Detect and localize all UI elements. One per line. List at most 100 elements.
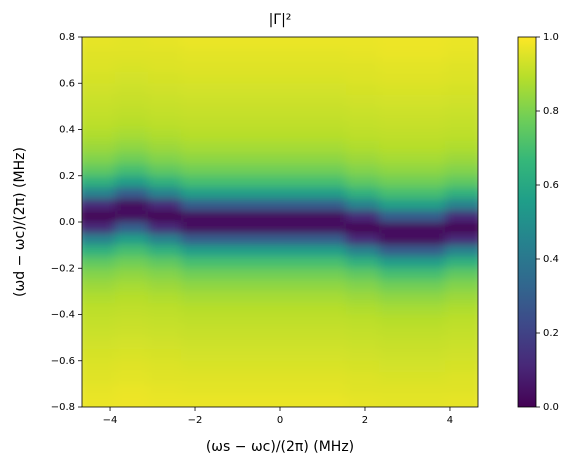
heatmap-cell xyxy=(213,48,248,61)
heatmap-cell xyxy=(213,106,248,119)
heatmap-cell xyxy=(312,83,347,96)
heatmap-cell xyxy=(148,233,182,246)
heatmap-cell xyxy=(279,222,314,235)
heatmap-cell xyxy=(247,210,281,223)
heatmap-cell xyxy=(312,71,347,84)
heatmap-cell xyxy=(213,71,248,84)
heatmap-cell xyxy=(114,71,149,84)
heatmap-cell xyxy=(312,279,347,292)
heatmap-cell xyxy=(82,372,116,385)
heatmap-cell xyxy=(445,48,478,61)
heatmap-cell xyxy=(312,152,347,165)
heatmap xyxy=(82,37,478,407)
heatmap-cell xyxy=(180,71,215,84)
heatmap-cell xyxy=(346,129,380,142)
heatmap-cell xyxy=(213,279,248,292)
heatmap-cell xyxy=(411,349,446,362)
heatmap-cell xyxy=(114,94,149,107)
heatmap-cell xyxy=(82,302,116,316)
colorbar xyxy=(517,36,537,408)
heatmap-cell xyxy=(378,117,413,131)
heatmap-cell xyxy=(213,164,248,177)
heatmap-cell xyxy=(346,360,380,373)
heatmap-cell xyxy=(82,268,116,281)
heatmap-cell xyxy=(312,256,347,269)
heatmap-cell xyxy=(279,360,314,373)
heatmap-cell xyxy=(378,187,413,200)
heatmap-cell xyxy=(180,256,215,269)
heatmap-cell xyxy=(279,233,314,246)
heatmap-cell xyxy=(312,187,347,200)
heatmap-cell xyxy=(445,106,478,119)
heatmap-cell xyxy=(312,129,347,142)
heatmap-cell xyxy=(114,245,149,258)
x-tick-label: −2 xyxy=(188,415,203,426)
heatmap-cell xyxy=(378,256,413,269)
heatmap-cell xyxy=(213,141,248,154)
heatmap-cell xyxy=(445,268,478,281)
heatmap-cell xyxy=(378,268,413,281)
heatmap-cell xyxy=(247,291,281,304)
heatmap-cell xyxy=(445,164,478,177)
heatmap-cell xyxy=(312,395,347,407)
heatmap-cell xyxy=(82,233,116,246)
heatmap-cell xyxy=(411,83,446,96)
heatmap-cell xyxy=(445,233,478,246)
heatmap-cell xyxy=(247,360,281,373)
heatmap-cell xyxy=(82,291,116,304)
heatmap-cell xyxy=(82,71,116,84)
heatmap-cell xyxy=(114,337,149,350)
heatmap-cell xyxy=(411,314,446,327)
heatmap-cell xyxy=(148,175,182,188)
heatmap-cell xyxy=(411,360,446,373)
heatmap-cell xyxy=(411,141,446,154)
heatmap-cell xyxy=(312,233,347,246)
heatmap-cell xyxy=(445,383,478,397)
heatmap-cell xyxy=(148,222,182,235)
heatmap-cell xyxy=(247,37,281,50)
heatmap-cell xyxy=(378,141,413,154)
heatmap-cell xyxy=(114,129,149,142)
heatmap-cell xyxy=(148,164,182,177)
heatmap-cell xyxy=(445,60,478,73)
heatmap-cell xyxy=(312,222,347,235)
heatmap-cell xyxy=(378,48,413,61)
heatmap-cell xyxy=(378,94,413,107)
heatmap-cell xyxy=(247,233,281,246)
heatmap-cell xyxy=(411,222,446,235)
heatmap-cell xyxy=(213,60,248,73)
heatmap-cell xyxy=(445,337,478,350)
heatmap-cell xyxy=(148,349,182,362)
heatmap-cell xyxy=(247,279,281,292)
heatmap-cell xyxy=(312,60,347,73)
heatmap-cell xyxy=(247,302,281,316)
heatmap-cell xyxy=(312,164,347,177)
heatmap-cell xyxy=(82,37,116,50)
heatmap-cell xyxy=(346,71,380,84)
heatmap-cell xyxy=(346,141,380,154)
heatmap-cell xyxy=(180,233,215,246)
heatmap-cell xyxy=(445,222,478,235)
heatmap-cell xyxy=(247,106,281,119)
heatmap-cell xyxy=(378,198,413,212)
heatmap-cell xyxy=(279,372,314,385)
heatmap-cell xyxy=(180,106,215,119)
heatmap-cell xyxy=(378,233,413,246)
heatmap-cell xyxy=(445,198,478,212)
heatmap-cell xyxy=(180,349,215,362)
heatmap-cell xyxy=(180,94,215,107)
heatmap-cell xyxy=(247,83,281,96)
heatmap-cell xyxy=(279,210,314,223)
heatmap-cell xyxy=(148,71,182,84)
heatmap-cell xyxy=(346,60,380,73)
heatmap-cell xyxy=(378,360,413,373)
heatmap-cell xyxy=(213,94,248,107)
heatmap-cell xyxy=(346,94,380,107)
heatmap-cell xyxy=(411,175,446,188)
heatmap-cell xyxy=(312,210,347,223)
heatmap-cell xyxy=(411,279,446,292)
heatmap-cell xyxy=(213,291,248,304)
heatmap-cell xyxy=(247,256,281,269)
heatmap-cell xyxy=(346,372,380,385)
heatmap-cell xyxy=(411,117,446,131)
